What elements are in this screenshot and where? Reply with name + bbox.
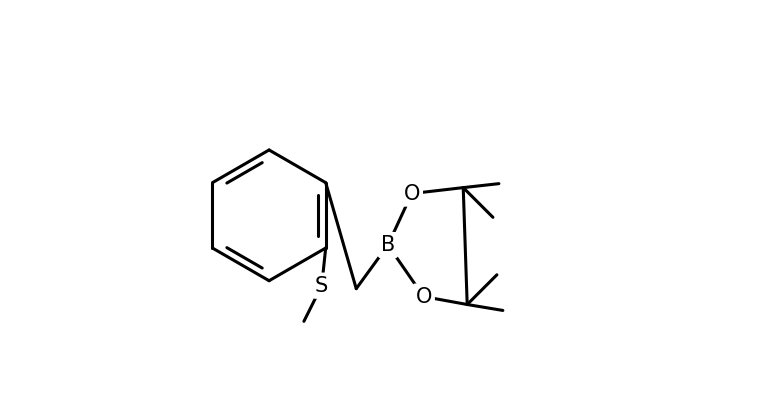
Text: O: O: [403, 184, 420, 203]
Text: O: O: [416, 286, 432, 306]
Text: S: S: [315, 276, 329, 296]
Text: B: B: [380, 235, 395, 255]
